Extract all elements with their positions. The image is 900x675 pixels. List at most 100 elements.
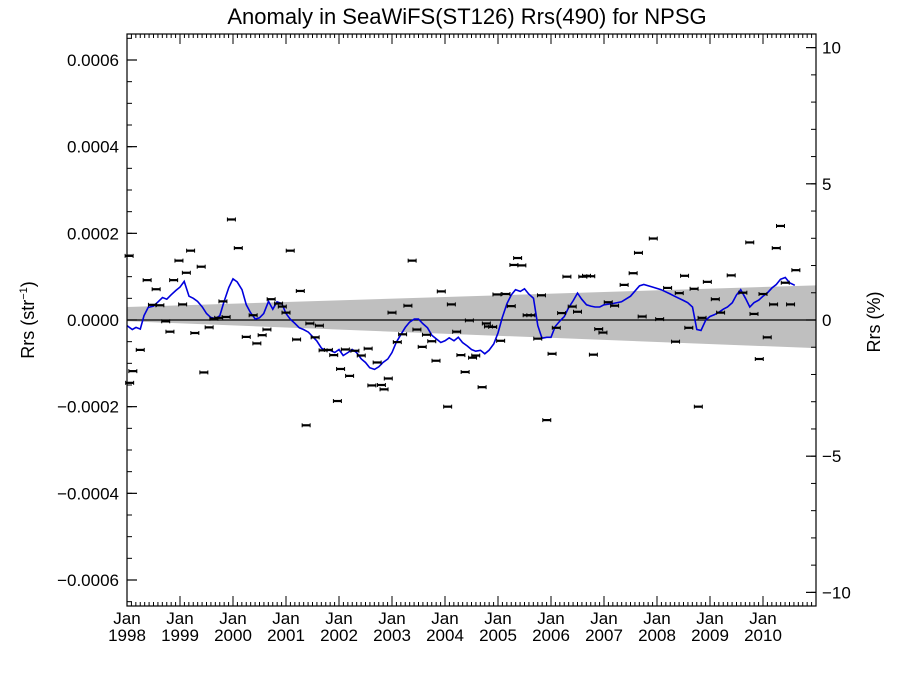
data-point [181,270,191,275]
data-point [443,404,453,409]
x-tick-label-month: Jan [643,609,670,628]
data-point [387,310,397,315]
data-point [557,311,567,316]
data-point [367,383,377,388]
left-tick-label: 0.0000 [67,311,119,330]
data-point [452,329,462,334]
data-point [436,289,446,294]
data-point [610,303,620,308]
data-point [697,315,707,320]
data-point [674,291,684,296]
data-point [496,338,506,343]
y-axis-right-label: Rrs (%) [864,292,884,353]
y-axis-left-label-sup: −1 [18,287,30,300]
data-point [376,383,386,387]
data-point [762,335,772,340]
data-point [456,353,466,358]
data-point [573,309,582,314]
data-point [226,217,236,222]
data-point [336,366,346,371]
smooth-series-line [126,276,796,371]
data-point [749,311,759,316]
data-point [329,353,339,358]
data-point [178,302,188,307]
data-point [758,292,768,296]
data-point [301,423,311,428]
right-axis: 10 5 0 −5 −10 [806,39,851,602]
data-point [588,352,598,357]
data-point [598,330,608,335]
data-point [533,336,543,341]
data-point [619,282,629,287]
data-point [446,302,456,307]
data-point [392,340,402,345]
data-point [151,287,161,292]
x-tick-label-year: 2003 [373,626,411,645]
data-point [431,358,441,363]
data-point [663,285,673,290]
data-point [398,332,408,337]
data-point [726,273,736,278]
data-point [305,321,315,326]
data-point [738,290,748,295]
data-point [252,341,262,346]
data-point [323,347,333,352]
x-tick-label-month: Jan [272,609,299,628]
data-point [526,313,536,318]
trend-band [127,285,816,349]
data-point [506,304,516,309]
x-axis: Jan1998Jan1999Jan2000Jan2001Jan2002Jan20… [108,34,817,645]
x-tick-label-year: 1998 [108,626,146,645]
data-point [693,404,703,409]
data-point [716,310,726,315]
data-point [702,279,712,284]
data-point [655,317,665,322]
data-point [262,327,272,332]
y-axis-left-label: Rrs (str−1) [18,281,38,359]
data-point [603,300,613,305]
x-tick-label-year: 2005 [479,626,517,645]
data-point [791,268,801,273]
data-point [471,353,481,358]
data-point [142,278,152,283]
left-tick-label: −0.0006 [57,571,119,590]
data-point [492,292,502,297]
data-point [204,325,214,330]
data-point [310,335,320,340]
data-point [277,304,287,309]
x-tick-label-month: Jan [590,609,617,628]
x-tick-label-month: Jan [113,609,140,628]
y-axis-left-label-end: ) [18,281,38,287]
data-point [345,373,355,378]
data-point [161,319,171,324]
data-point [174,258,184,263]
x-tick-label-month: Jan [537,609,564,628]
left-axis: 0.0006 0.0004 0.0002 0.0000 −0.0002 −0.0004 −0… [57,37,137,603]
right-tick-label: 10 [822,39,841,58]
data-point [771,246,781,251]
data-point [350,348,360,353]
data-point [257,333,267,338]
data-point [295,288,305,293]
data-point [135,347,145,352]
data-point [241,334,251,339]
x-tick-label-year: 2008 [638,626,676,645]
data-point [379,387,389,392]
left-tick-label: −0.0002 [57,398,119,417]
left-tick-label: 0.0002 [67,224,119,243]
right-tick-label: −5 [822,447,841,466]
x-tick-label-year: 2001 [267,626,305,645]
smooth-line-layer [126,276,796,371]
data-point [421,332,431,337]
data-point [332,399,342,404]
data-point [477,385,487,390]
data-point [488,324,498,329]
x-tick-label-month: Jan [325,609,352,628]
data-point [407,258,417,263]
data-point [633,250,643,255]
data-point [648,236,658,241]
data-point [363,346,373,351]
data-point [754,357,764,361]
data-point [780,280,790,285]
